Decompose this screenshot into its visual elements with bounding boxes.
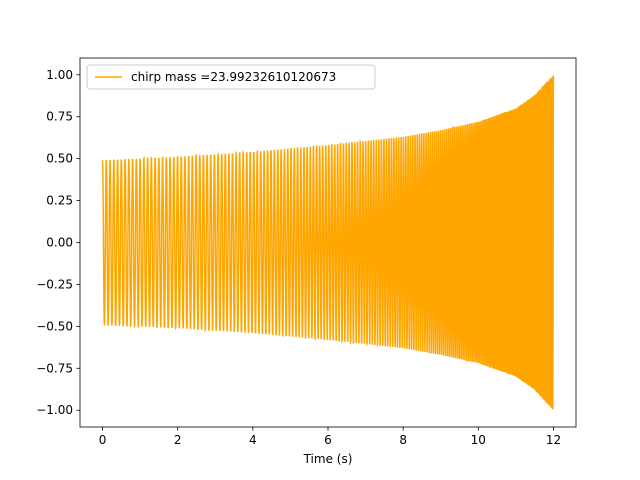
ticks: 0 2 4 6 8 10 12 1.00 0.75 0.50 0.25 0.00 −0.25 −0.50 −…: [36, 68, 561, 447]
y-tick-label: 0.25: [46, 194, 73, 208]
x-tick-label: 0: [99, 433, 107, 447]
legend: chirp mass =23.99232610120673: [86, 64, 376, 90]
y-tick-label: 0.75: [46, 110, 73, 124]
legend-box: [86, 64, 376, 90]
x-tick-label: 12: [546, 433, 561, 447]
series-line-chirp: [101, 75, 555, 410]
x-axis-label: Time (s): [303, 452, 353, 466]
legend-entry-label: chirp mass =23.99232610120673: [131, 70, 336, 84]
x-tick-label: 6: [324, 433, 332, 447]
y-tick-label: −0.50: [36, 319, 73, 333]
y-tick-label: 0.00: [46, 236, 73, 250]
y-tick-label: −1.00: [36, 403, 73, 417]
y-tick-label: −0.25: [36, 277, 73, 291]
y-tick-label: 1.00: [46, 68, 73, 82]
x-tick-label: 4: [249, 433, 257, 447]
y-tick-label: 0.50: [46, 152, 73, 166]
x-tick-label: 8: [399, 433, 407, 447]
x-tick-label: 2: [174, 433, 182, 447]
y-tick-label: −0.75: [36, 361, 73, 375]
x-tick-label: 10: [471, 433, 486, 447]
plot-area: [101, 75, 555, 410]
